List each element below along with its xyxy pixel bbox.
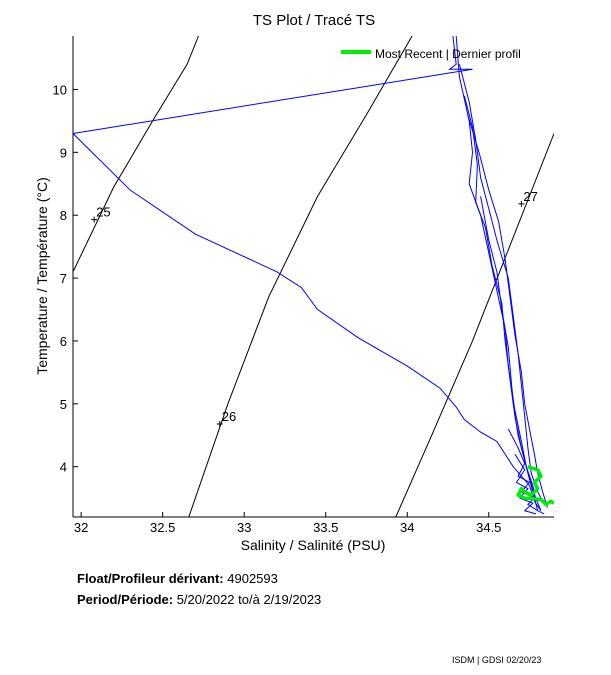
x-axis-label: Salinity / Salinité (PSU) (241, 537, 386, 553)
float-info: Float/Profileur dérivant: 4902593 (77, 571, 278, 586)
sigma-contour-27 (395, 133, 554, 517)
sigma-contour-25 (73, 36, 199, 273)
contour-marker (91, 216, 98, 223)
period-range: 5/20/2022 to/à 2/19/2023 (176, 592, 322, 607)
legend: Most Recent | Dernier profil (341, 47, 521, 61)
period-label: Period/Période: (77, 592, 174, 607)
float-label: Float/Profileur dérivant: (77, 571, 224, 586)
float-id: 4902593 (227, 571, 278, 586)
most-recent-profile (516, 465, 554, 507)
profile-line-1 (73, 36, 542, 511)
chart-title: TS Plot / Tracé TS (253, 12, 375, 29)
x-tick-label: 34.5 (476, 520, 501, 535)
x-tick-label: 33.5 (313, 520, 338, 535)
contour-label-25: 25 (96, 205, 110, 220)
ts-plot-chart: TS Plot / Tracé TS Salinity / Salinité (… (34, 12, 554, 553)
profile-line-3 (458, 64, 545, 505)
contour-label-27: 27 (523, 189, 537, 204)
x-tick-label: 32 (74, 520, 88, 535)
x-tick-label: 32.5 (150, 520, 175, 535)
density-contours: 25 26 27 (73, 36, 554, 517)
contour-marker (518, 200, 525, 207)
plot-axes: 32 32.5 33 33.5 34 34.5 4 5 6 7 8 9 10 (53, 36, 554, 535)
y-axis-label: Temperature / Température (°C) (34, 177, 50, 375)
x-tick-label: 33 (237, 520, 251, 535)
contour-label-26: 26 (222, 409, 236, 424)
x-tick-label: 34 (400, 520, 414, 535)
y-tick-label: 5 (60, 397, 67, 412)
legend-label: Most Recent | Dernier profil (375, 47, 521, 61)
y-tick-label: 4 (60, 460, 67, 475)
y-tick-label: 9 (60, 145, 67, 160)
credit-footer: ISDM | GDSI 02/20/23 (452, 655, 542, 665)
contour-marker (216, 420, 223, 427)
profile-line-8 (514, 453, 537, 515)
y-tick-label: 6 (60, 334, 67, 349)
period-info: Period/Période: 5/20/2022 to/à 2/19/2023 (77, 592, 321, 607)
profile-series (73, 36, 554, 515)
y-tick-label: 10 (53, 82, 67, 97)
y-tick-label: 8 (60, 208, 67, 223)
sigma-contour-26 (188, 36, 413, 517)
profile-line-6 (480, 196, 542, 511)
y-tick-label: 7 (60, 271, 67, 286)
